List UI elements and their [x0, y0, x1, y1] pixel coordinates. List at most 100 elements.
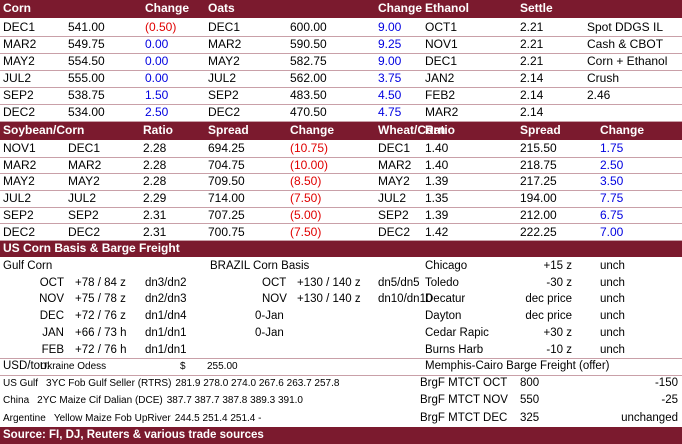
cell: DEC2 [68, 224, 101, 239]
month: NOV [262, 293, 287, 306]
cell: MAR2 [378, 157, 412, 172]
cell: 2.28 [143, 141, 167, 155]
basis: +72 / 76 z [75, 310, 126, 323]
cell: DEC1 [68, 141, 101, 155]
basis-change: unch [600, 310, 625, 323]
basis: +78 / 84 z [75, 276, 126, 289]
column-header: Ratio [143, 123, 173, 137]
cell: Spot DDGS IL [587, 20, 664, 34]
cell: 9.00 [378, 20, 402, 34]
cell: DEC1 [378, 141, 411, 155]
cell: JUL2 [68, 191, 97, 206]
cell: 2.31 [143, 207, 167, 222]
basis-change: unch [600, 260, 625, 272]
cell: MAR2 [208, 37, 242, 51]
basis: +75 / 78 z [75, 293, 126, 306]
cell: 562.00 [290, 71, 327, 85]
cell: 483.50 [290, 88, 327, 102]
location: Chicago [425, 260, 468, 272]
cell: 218.75 [520, 157, 557, 172]
cell: 212.00 [520, 207, 557, 222]
basis: +15 z [543, 260, 572, 272]
barge-rate: 325 [520, 411, 540, 424]
cell: 1.40 [425, 141, 449, 155]
gulf-title: Gulf Corn [3, 260, 53, 272]
cell: 555.00 [68, 71, 105, 85]
section-title: US Corn Basis & Barge Freight [3, 241, 180, 255]
barge-change: -150 [654, 377, 678, 389]
cell: 2.21 [520, 20, 544, 34]
basis: +130 / 140 z [297, 276, 361, 289]
cell: (8.50) [290, 174, 322, 189]
basis: +130 / 140 z [297, 293, 361, 306]
cell: 1.39 [425, 207, 449, 222]
basis: -30 z [546, 276, 572, 289]
cell: 2.21 [520, 37, 544, 51]
usd-label: USD/ton: [3, 360, 50, 372]
row-rule [0, 240, 682, 241]
cell: (0.50) [145, 20, 177, 34]
fob-cell: Yellow Maize Fob UpRiver [53, 412, 171, 424]
fob-cell: China [3, 395, 30, 407]
cell: 2.28 [143, 174, 167, 189]
basis-change: dn1/dn1 [145, 326, 187, 339]
location: Burns Harb [425, 343, 484, 356]
column-header: Change [600, 123, 645, 137]
basis: +66 / 73 h [75, 326, 127, 339]
cell: 1.75 [600, 141, 624, 155]
cell: 700.75 [208, 224, 245, 239]
cell: 4.75 [378, 105, 402, 119]
footer-band [0, 427, 682, 444]
row-rule [0, 156, 682, 158]
cell: MAR2 [425, 105, 459, 119]
cell: SEP2 [3, 88, 34, 102]
cell: NOV1 [3, 141, 36, 155]
basis-change: dn1/dn4 [145, 310, 187, 323]
cell: 1.50 [145, 88, 169, 102]
basis: +72 / 76 h [75, 343, 127, 356]
cell: MAR2 [68, 157, 102, 172]
fob-cell: 3YC Fob Gulf Seller (RTRS) [46, 378, 172, 389]
column-header: Ethanol [425, 1, 469, 15]
header-band [0, 122, 682, 140]
cell: 3.75 [378, 71, 402, 85]
row-rule [0, 70, 682, 71]
brazil-title: BRAZIL Corn Basis [210, 260, 310, 272]
row-rule [0, 375, 682, 376]
month: FEB [41, 343, 64, 356]
fob-cell: 2YC Maize Cif Dalian (DCE) [37, 395, 163, 407]
cell: SEP2 [378, 207, 409, 222]
cell: 2.28 [143, 157, 167, 172]
cell: 215.50 [520, 141, 557, 155]
cell: 709.50 [208, 174, 245, 189]
cell: 1.42 [425, 224, 449, 239]
location: Cedar Rapic [425, 326, 489, 339]
cell: 194.00 [520, 191, 557, 206]
cell: 2.46 [587, 88, 611, 102]
cell: (10.75) [290, 141, 329, 155]
row-rule [0, 358, 682, 359]
location: Decatur [425, 293, 466, 306]
column-header: Wheat/Corn [378, 123, 446, 137]
basis-change: dn2/dn3 [145, 293, 187, 306]
cell: JUL2 [378, 191, 407, 206]
row-rule [0, 36, 682, 37]
basis: dec price [525, 310, 572, 323]
cell: JUL2 [208, 71, 237, 85]
cell: (7.50) [290, 224, 322, 239]
cell: Cash & CBOT [587, 37, 664, 51]
cell: 470.50 [290, 105, 327, 119]
cell: MAY2 [208, 54, 240, 68]
cell: 2.50 [600, 157, 624, 172]
cell: OCT1 [425, 20, 458, 34]
basis-change: dn5/dn5 [378, 276, 420, 289]
cell: JAN2 [425, 71, 455, 85]
cell: 222.25 [520, 224, 557, 239]
barge-rate: 550 [520, 394, 540, 407]
cell: MAR2 [3, 157, 37, 172]
row-rule [0, 173, 682, 175]
row-rule [0, 53, 682, 54]
cell: 582.75 [290, 54, 327, 68]
cell: MAY2 [378, 174, 410, 189]
cell: DEC1 [425, 54, 458, 68]
